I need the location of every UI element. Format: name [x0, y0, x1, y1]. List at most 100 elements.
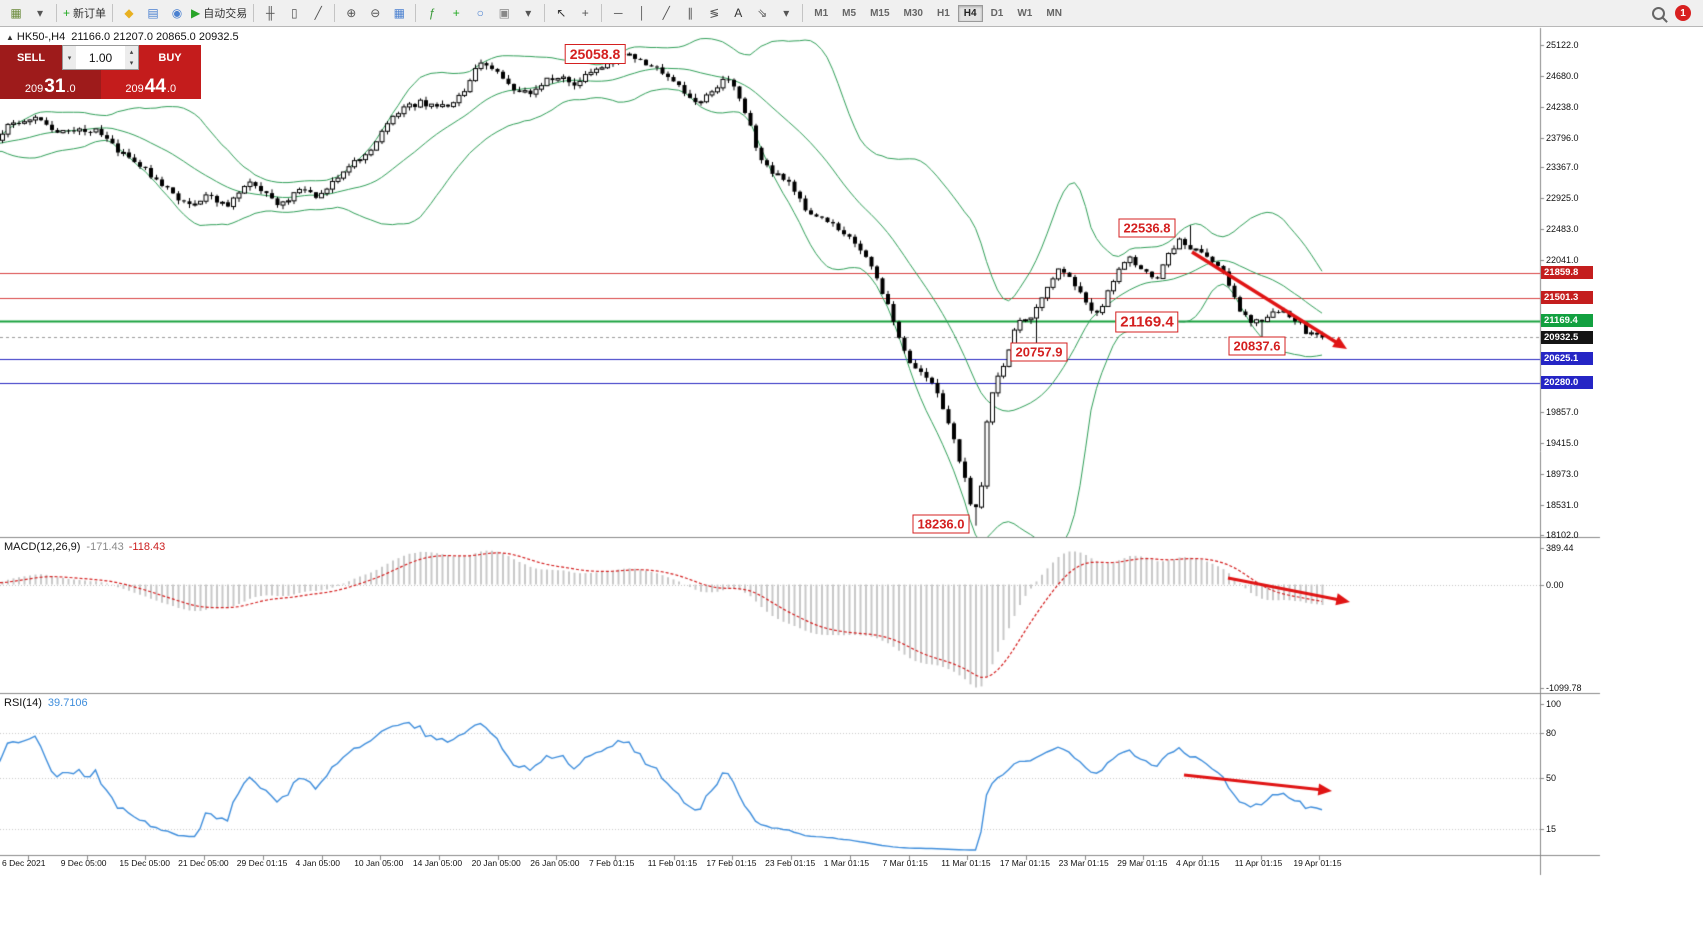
period-icon[interactable]: ○	[469, 2, 491, 24]
sell-price[interactable]: 209 31.0	[0, 70, 101, 99]
sell-button[interactable]: SELL	[0, 45, 62, 70]
rsi-axis-label: 100	[1546, 699, 1562, 709]
symbol-name: HK50-,H4	[16, 31, 66, 43]
community-icon: ◉	[171, 6, 183, 20]
candles-chart-type-icon: ▯	[290, 6, 298, 20]
sell-price-pre: 209	[24, 83, 44, 95]
toolbar-right-group: 1	[1652, 5, 1691, 21]
macd-axis-label: 389.44	[1546, 542, 1574, 553]
timeframe-d1-button[interactable]: D1	[990, 7, 1004, 19]
volume-spinner: ▴ ▾	[125, 46, 138, 69]
price-axis-label: 18531.0	[1546, 500, 1579, 511]
buy-price-pre: 209	[125, 83, 144, 95]
timeframe-w1-button[interactable]: W1	[1017, 7, 1033, 19]
price-line-badge: 20625.1	[1541, 352, 1593, 366]
new-order-button: +	[63, 6, 71, 20]
tile-windows-icon[interactable]: ▦	[388, 2, 410, 24]
new-chart-caret-icon: ▾	[36, 6, 44, 20]
timeframe-h1-button[interactable]: H1	[936, 7, 950, 19]
tools-caret-icon[interactable]: ▾	[775, 2, 797, 24]
hline-tool-icon[interactable]: ─	[607, 2, 629, 24]
snapshot-icon[interactable]: ▣	[493, 2, 515, 24]
time-axis-label: 4 Jan 05:00	[295, 858, 340, 868]
rsi-value: 39.7106	[47, 697, 88, 709]
timeframe-h4-button[interactable]: H4	[957, 4, 983, 22]
price-annotation: 20837.6	[1228, 336, 1286, 356]
buy-price[interactable]: 209 44.0	[100, 70, 201, 99]
search-icon[interactable]	[1652, 6, 1665, 20]
text-tool-icon[interactable]: A	[727, 2, 749, 24]
price-annotation: 18236.0	[912, 514, 970, 534]
time-axis-label: 11 Apr 01:15	[1234, 858, 1283, 868]
volume-input[interactable]: 1.00	[76, 46, 125, 69]
add-indicator-icon[interactable]: +	[445, 2, 467, 24]
time-axis-label: 20 Jan 05:00	[471, 858, 521, 868]
price-axis: 25122.0 24680.0 24238.0 23796.0 23367.0 22925…	[1540, 0, 1610, 949]
crosshair-icon[interactable]: +	[574, 2, 596, 24]
line-chart-type-icon[interactable]: ╱	[307, 2, 329, 24]
quick-trade-icon: ◆	[124, 6, 134, 20]
price-axis-label: 24238.0	[1546, 101, 1579, 112]
price-line-badge: 21169.4	[1541, 314, 1593, 328]
cursor-icon[interactable]: ↖	[550, 2, 572, 24]
trendline-tool-icon: ╱	[662, 6, 670, 20]
vline-tool-icon[interactable]: │	[631, 2, 653, 24]
trade-panel-prices-row: 209 31.0 209 44.0	[0, 70, 201, 99]
notification-badge[interactable]: 1	[1675, 5, 1691, 21]
text-tool-icon: A	[734, 6, 743, 20]
time-axis-label: 17 Mar 01:15	[999, 858, 1050, 868]
candles-chart-type-icon[interactable]: ▯	[283, 2, 305, 24]
zoom-in-icon: ⊕	[346, 6, 357, 20]
price-annotation: 25058.8	[564, 44, 626, 64]
zoom-out-icon[interactable]: ⊖	[364, 2, 386, 24]
timeframe-m15-button[interactable]: M15	[870, 7, 890, 19]
quick-trade-icon[interactable]: ◆	[118, 2, 140, 24]
channel-tool-icon[interactable]: ∥	[679, 2, 701, 24]
time-axis-label: 11 Mar 01:15	[941, 858, 991, 868]
timeframe-m30-button[interactable]: M30	[903, 7, 923, 19]
arrows-tool-icon: ⇘	[757, 6, 768, 20]
main-toolbar: ▦ ▾ + 新订单 ◆ ▤ ◉ ▶ 自动交易 ╫ ▯ ╱ ⊕ ⊖ ▦ ƒ + ○ ▣ ▾ ↖ + ─ │ ╱ ∥ ≶ A ⇘ ▾ M1 M5 M…	[0, 0, 1703, 27]
rsi-axis-label: 80	[1546, 728, 1557, 739]
time-axis-label: 14 Jan 05:00	[412, 858, 463, 868]
period-icon: ○	[476, 6, 484, 20]
price-axis-label: 23796.0	[1546, 132, 1579, 143]
volume-dropdown-button[interactable]: ▾	[63, 46, 76, 69]
time-axis-label: 10 Jan 05:00	[354, 858, 404, 868]
volume-up-button[interactable]: ▴	[125, 46, 138, 58]
buy-button[interactable]: BUY	[139, 45, 201, 70]
time-axis-label: 29 Dec 01:15	[236, 858, 288, 868]
macd-main-value: -171.43	[86, 541, 124, 553]
community-icon[interactable]: ◉	[166, 2, 188, 24]
price-axis-label: 19415.0	[1546, 438, 1579, 449]
new-chart-caret-icon[interactable]: ▾	[29, 2, 51, 24]
price-axis-label: 22483.0	[1546, 224, 1579, 235]
new-order-button[interactable]: + 新订单	[62, 2, 107, 24]
toolbar-separator	[802, 4, 804, 22]
autotrade-button[interactable]: ▶ 自动交易	[190, 2, 248, 24]
market-depth-icon: ▤	[147, 6, 159, 20]
indicators-icon[interactable]: ƒ	[421, 2, 443, 24]
time-axis-label: 26 Jan 05:00	[530, 858, 580, 868]
crosshair-icon: +	[581, 6, 589, 20]
timeframe-m5-button[interactable]: M5	[842, 7, 857, 19]
timeframe-mn-button[interactable]: MN	[1046, 7, 1062, 19]
new-chart-icon[interactable]: ▦	[5, 2, 27, 24]
rsi-name: RSI(14)	[4, 697, 42, 709]
price-axis-label: 24680.0	[1546, 70, 1579, 81]
timeframe-m1-button[interactable]: M1	[814, 7, 829, 19]
volume-down-button[interactable]: ▾	[125, 57, 138, 69]
market-depth-icon[interactable]: ▤	[142, 2, 164, 24]
trendline-tool-icon[interactable]: ╱	[655, 2, 677, 24]
autotrade-button-label: 自动交易	[203, 8, 248, 20]
bars-chart-type-icon[interactable]: ╫	[259, 2, 281, 24]
arrows-tool-icon[interactable]: ⇘	[751, 2, 773, 24]
fibonacci-tool-icon[interactable]: ≶	[703, 2, 725, 24]
tools-caret-icon: ▾	[783, 6, 790, 20]
trade-panel-controls-row: SELL ▾ 1.00 ▴ ▾ BUY	[0, 45, 201, 70]
zoom-in-icon[interactable]: ⊕	[340, 2, 362, 24]
snapshot-caret-icon[interactable]: ▾	[517, 2, 539, 24]
sell-price-suffix: .0	[66, 83, 76, 95]
price-axis-label: 18973.0	[1546, 469, 1579, 480]
